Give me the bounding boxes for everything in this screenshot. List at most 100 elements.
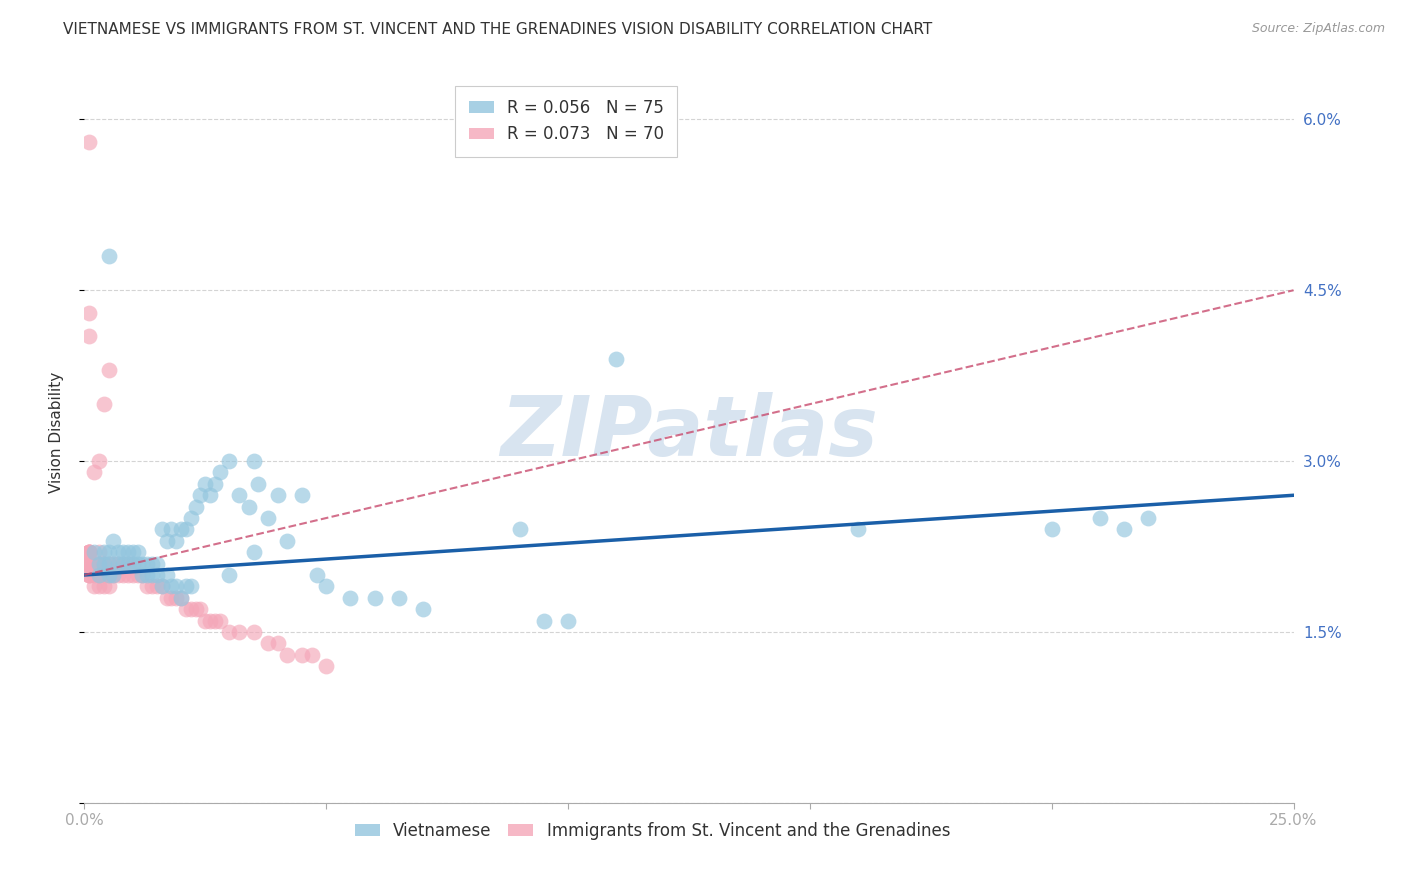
Point	[77, 306, 100, 320]
Point	[194, 614, 217, 628]
Point	[242, 454, 264, 468]
Point	[218, 624, 240, 639]
Point	[97, 568, 120, 582]
Point	[112, 568, 135, 582]
Point	[127, 568, 149, 582]
Point	[194, 476, 217, 491]
Point	[77, 557, 100, 571]
Point	[155, 533, 177, 548]
Point	[150, 579, 173, 593]
Point	[301, 648, 323, 662]
Point	[174, 579, 197, 593]
Point	[509, 523, 531, 537]
Point	[107, 545, 129, 559]
Point	[150, 523, 173, 537]
Point	[204, 614, 226, 628]
Point	[1114, 523, 1136, 537]
Point	[121, 557, 143, 571]
Point	[141, 579, 163, 593]
Text: ZIPatlas: ZIPatlas	[501, 392, 877, 473]
Point	[291, 488, 314, 502]
Point	[107, 557, 129, 571]
Point	[87, 557, 110, 571]
Point	[228, 624, 250, 639]
Point	[315, 659, 337, 673]
Point	[112, 545, 135, 559]
Point	[218, 454, 240, 468]
Point	[117, 568, 139, 582]
Point	[77, 568, 100, 582]
Point	[180, 511, 202, 525]
Point	[155, 568, 177, 582]
Point	[83, 579, 105, 593]
Point	[150, 579, 173, 593]
Point	[107, 568, 129, 582]
Point	[146, 568, 169, 582]
Point	[180, 602, 202, 616]
Point	[184, 602, 207, 616]
Point	[136, 557, 159, 571]
Point	[257, 511, 280, 525]
Point	[121, 557, 143, 571]
Point	[103, 557, 125, 571]
Point	[165, 533, 187, 548]
Point	[87, 545, 110, 559]
Point	[267, 636, 290, 650]
Point	[605, 351, 627, 366]
Point	[103, 568, 125, 582]
Point	[165, 579, 187, 593]
Point	[77, 545, 100, 559]
Point	[160, 591, 183, 605]
Point	[533, 614, 555, 628]
Point	[170, 591, 193, 605]
Point	[363, 591, 385, 605]
Point	[1137, 511, 1160, 525]
Point	[87, 557, 110, 571]
Point	[238, 500, 260, 514]
Point	[1040, 523, 1063, 537]
Point	[83, 545, 105, 559]
Point	[190, 602, 212, 616]
Legend: Vietnamese, Immigrants from St. Vincent and the Grenadines: Vietnamese, Immigrants from St. Vincent …	[349, 815, 957, 847]
Point	[160, 523, 183, 537]
Point	[388, 591, 411, 605]
Point	[141, 557, 163, 571]
Point	[218, 568, 240, 582]
Point	[97, 557, 120, 571]
Point	[242, 545, 264, 559]
Point	[77, 545, 100, 559]
Point	[208, 466, 231, 480]
Point	[267, 488, 290, 502]
Point	[87, 454, 110, 468]
Point	[77, 545, 100, 559]
Y-axis label: Vision Disability: Vision Disability	[49, 372, 63, 493]
Point	[412, 602, 434, 616]
Point	[208, 614, 231, 628]
Point	[846, 523, 869, 537]
Text: Source: ZipAtlas.com: Source: ZipAtlas.com	[1251, 22, 1385, 36]
Point	[242, 624, 264, 639]
Point	[339, 591, 361, 605]
Point	[160, 579, 183, 593]
Point	[127, 545, 149, 559]
Point	[77, 545, 100, 559]
Point	[180, 579, 202, 593]
Point	[87, 579, 110, 593]
Point	[174, 602, 197, 616]
Point	[107, 557, 129, 571]
Point	[117, 545, 139, 559]
Point	[170, 591, 193, 605]
Point	[103, 568, 125, 582]
Point	[198, 488, 221, 502]
Point	[257, 636, 280, 650]
Point	[276, 648, 298, 662]
Point	[190, 488, 212, 502]
Point	[146, 557, 169, 571]
Point	[174, 523, 197, 537]
Point	[77, 135, 100, 149]
Point	[1088, 511, 1111, 525]
Point	[305, 568, 328, 582]
Point	[93, 579, 115, 593]
Point	[87, 568, 110, 582]
Point	[93, 545, 115, 559]
